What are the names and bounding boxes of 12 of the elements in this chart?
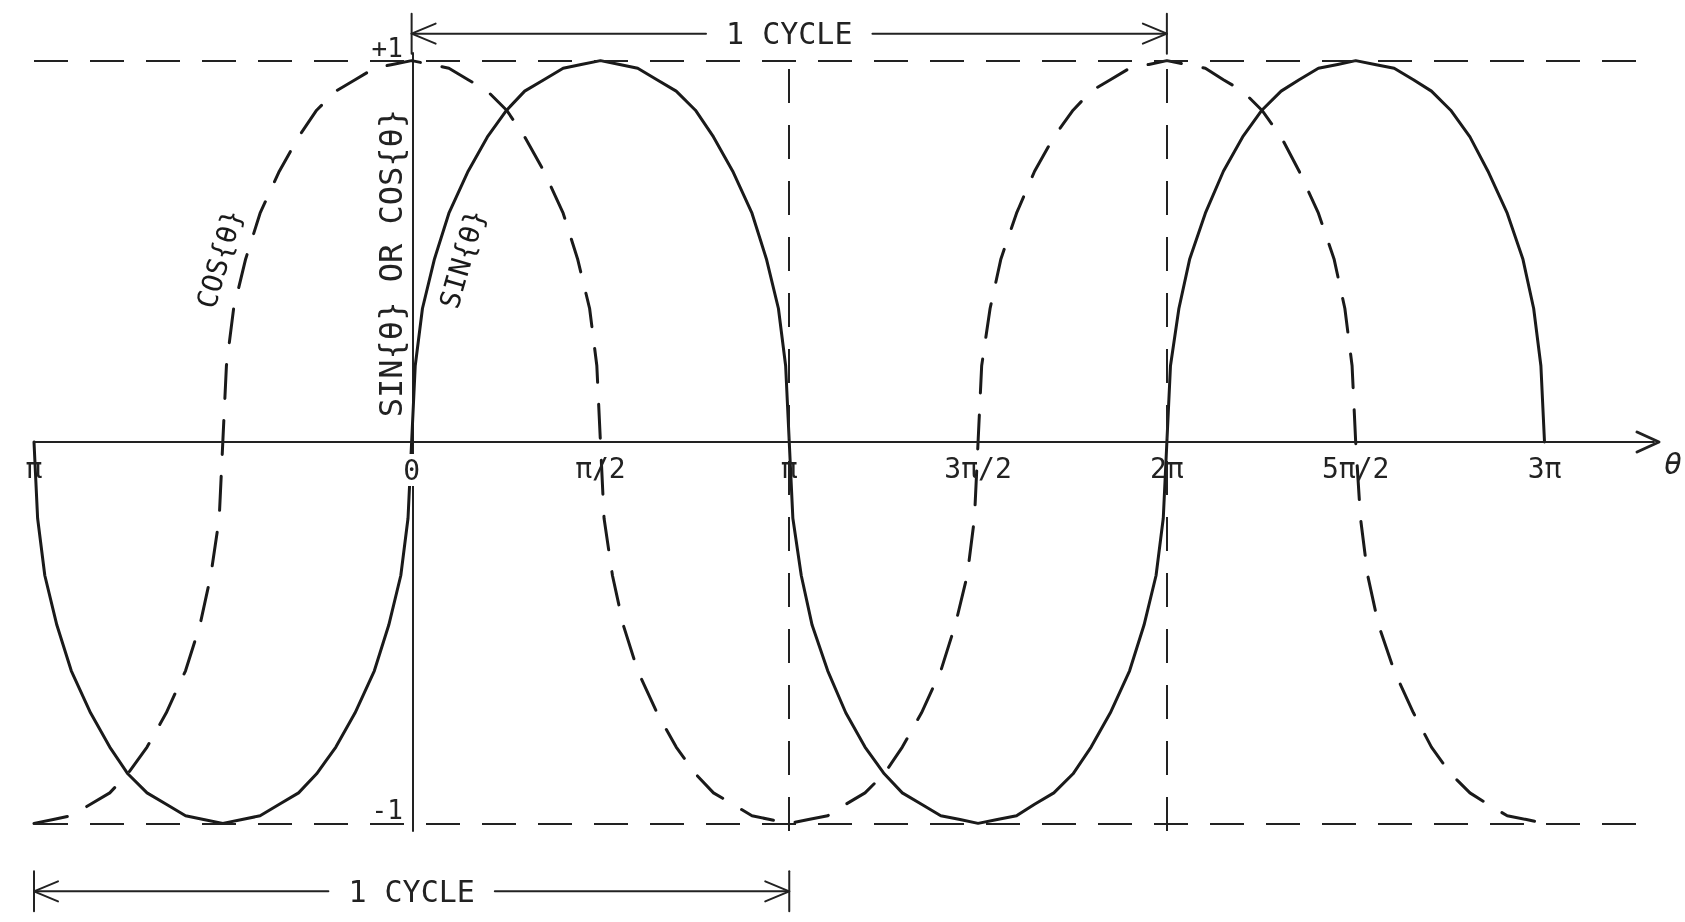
y-tick-label: +1 — [371, 32, 403, 63]
text: SIN{θ} — [432, 205, 493, 313]
x-tick-label: 3π/2 — [944, 451, 1012, 485]
x-tick-label: 5π/2 — [1321, 451, 1390, 485]
annotation: 1 CYCLE — [726, 16, 853, 52]
text: COS{θ} — [189, 205, 250, 313]
y-axis-title: SIN{θ} OR COS{θ} — [371, 108, 410, 418]
y-tick-label: -1 — [371, 795, 403, 826]
x-tick-label: 0 — [403, 453, 421, 487]
annotation: 1 CYCLE — [348, 873, 475, 909]
x-tick-label: 3π — [1527, 451, 1562, 485]
x-axis-title: θ — [1663, 445, 1682, 481]
